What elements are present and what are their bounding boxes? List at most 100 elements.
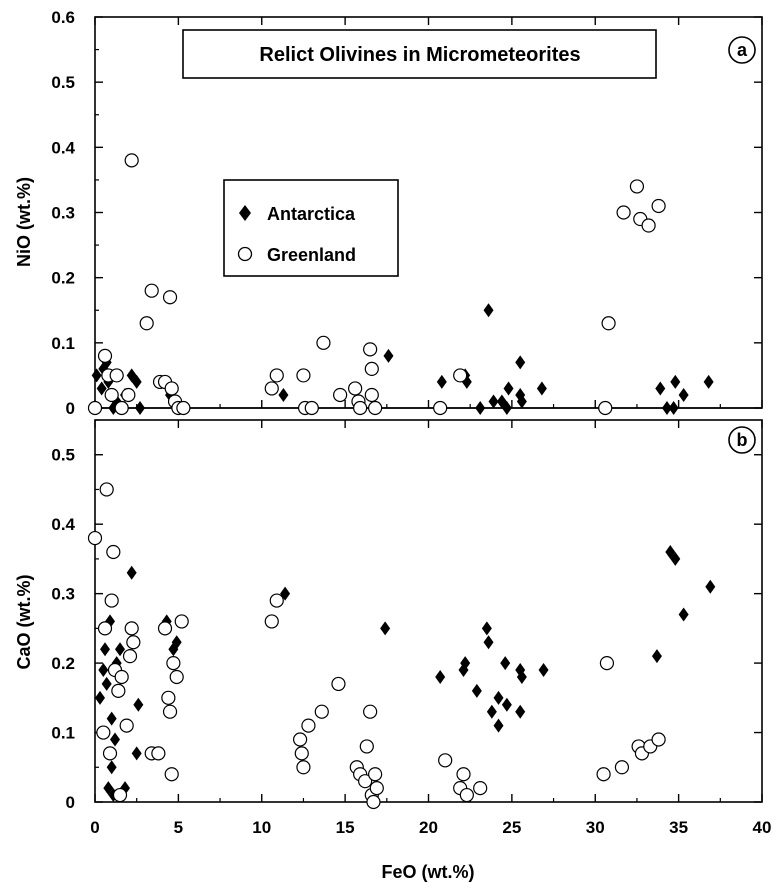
- y-tick-label-a: 0.1: [51, 334, 75, 353]
- point-antarctica: [705, 579, 716, 594]
- point-antarctica: [678, 387, 689, 402]
- point-greenland: [87, 400, 103, 416]
- point-greenland: [641, 218, 656, 233]
- point-greenland: [121, 387, 136, 403]
- point-antarctica: [171, 635, 182, 650]
- point-greenland: [96, 725, 111, 740]
- point-antarctica: [538, 663, 549, 678]
- point-greenland: [176, 400, 191, 416]
- point-greenland: [358, 774, 373, 789]
- point-antarctica: [383, 348, 394, 363]
- x-tick-label: 40: [753, 818, 772, 837]
- point-antarctica: [486, 704, 497, 719]
- point-greenland: [456, 767, 471, 782]
- panel-label-b: b: [737, 430, 748, 450]
- point-antarctica: [703, 374, 714, 389]
- point-antarctica: [380, 621, 391, 636]
- point-greenland: [139, 316, 154, 331]
- point-antarctica: [501, 697, 512, 712]
- point-greenland: [264, 381, 279, 396]
- point-greenland: [122, 649, 138, 664]
- point-greenland: [106, 544, 121, 560]
- point-antarctica: [91, 368, 102, 383]
- x-tick-label: 20: [419, 818, 438, 837]
- point-greenland: [473, 781, 488, 796]
- point-antarctica: [435, 669, 446, 684]
- point-antarctica: [101, 676, 112, 691]
- x-tick-label: 0: [90, 818, 99, 837]
- point-greenland: [333, 387, 348, 403]
- point-greenland: [348, 381, 363, 396]
- y-tick-label-b: 0.3: [51, 585, 75, 604]
- point-antarctica: [488, 394, 499, 409]
- y-tick-label-a: 0.2: [51, 269, 75, 288]
- point-greenland: [433, 400, 448, 416]
- point-greenland: [314, 704, 329, 719]
- legend-entry-greenland: Greenland: [267, 245, 356, 265]
- point-greenland: [364, 387, 379, 403]
- point-antarctica: [95, 690, 106, 705]
- point-antarctica: [135, 401, 146, 415]
- point-greenland: [162, 290, 178, 305]
- point-antarctica: [126, 565, 137, 580]
- point-greenland: [293, 732, 308, 747]
- point-greenland: [596, 767, 611, 782]
- point-greenland: [459, 787, 474, 803]
- point-greenland: [363, 342, 378, 357]
- point-greenland: [296, 368, 311, 383]
- point-greenland: [104, 387, 119, 403]
- point-greenland: [301, 718, 316, 733]
- y-tick-label-a: 0: [66, 399, 75, 418]
- point-antarctica: [98, 663, 109, 678]
- point-greenland: [651, 732, 666, 747]
- point-greenland: [112, 787, 128, 803]
- point-greenland: [161, 690, 176, 705]
- point-antarctica: [96, 381, 107, 396]
- point-greenland: [144, 283, 159, 298]
- point-antarctica: [668, 401, 679, 415]
- point-greenland: [124, 621, 139, 636]
- point-antarctica: [115, 642, 126, 657]
- point-antarctica: [106, 760, 117, 775]
- point-antarctica: [100, 642, 111, 657]
- point-antarctica: [106, 711, 117, 726]
- point-greenland: [169, 669, 184, 685]
- point-antarctica: [131, 374, 142, 389]
- y-tick-label-b: 0.2: [51, 654, 75, 673]
- point-antarctica: [481, 621, 492, 636]
- point-greenland: [164, 381, 179, 396]
- point-greenland: [166, 655, 181, 671]
- point-antarctica: [515, 704, 526, 719]
- point-greenland: [598, 400, 613, 416]
- point-antarctica: [278, 387, 289, 402]
- x-tick-label: 10: [252, 818, 271, 837]
- point-antarctica: [493, 690, 504, 705]
- y-tick-label-b: 0.4: [51, 515, 75, 534]
- point-greenland: [616, 205, 631, 220]
- point-antarctica: [483, 635, 494, 650]
- point-antarctica: [503, 381, 514, 396]
- point-greenland: [164, 767, 179, 782]
- point-greenland: [109, 368, 124, 383]
- point-greenland: [359, 739, 374, 754]
- point-antarctica: [483, 303, 494, 318]
- point-antarctica: [493, 718, 504, 733]
- point-antarctica: [536, 381, 547, 396]
- point-greenland: [601, 316, 616, 331]
- point-greenland: [629, 179, 645, 194]
- y-tick-label-a: 0.5: [51, 73, 75, 92]
- y-tick-label-a: 0.4: [51, 138, 75, 157]
- point-greenland: [614, 760, 630, 775]
- point-antarctica: [670, 551, 681, 566]
- x-axis-label: FeO (wt.%): [382, 862, 475, 882]
- point-greenland: [264, 614, 279, 629]
- y-tick-label-b: 0.5: [51, 446, 75, 465]
- point-greenland: [369, 781, 384, 796]
- point-greenland: [364, 361, 379, 376]
- point-greenland: [269, 368, 284, 383]
- point-greenland: [453, 368, 468, 383]
- y-tick-label-a: 0.6: [51, 8, 75, 27]
- point-greenland: [331, 676, 346, 692]
- point-greenland: [111, 683, 126, 698]
- y-axis-label-cao: CaO (wt.%): [14, 574, 34, 669]
